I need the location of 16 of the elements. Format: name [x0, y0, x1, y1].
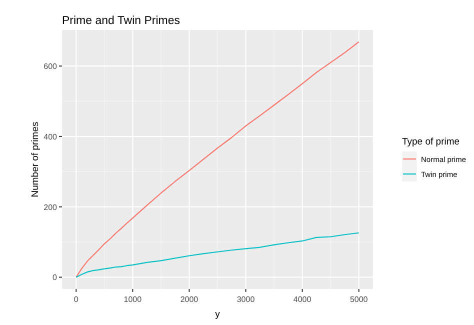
x-tick-label: 4000	[293, 295, 312, 304]
y-tick-label: 400	[44, 132, 58, 142]
y-tick-label: 600	[44, 62, 58, 72]
x-tick-label: 2000	[180, 295, 199, 304]
x-tick-label: 3000	[236, 295, 256, 304]
x-tick-label: 5000	[350, 295, 368, 304]
legend-title: Type of prime	[402, 136, 460, 148]
x-tick-label: 0	[74, 295, 79, 304]
y-tick-label: 0	[52, 273, 58, 282]
y-axis-title: Number of primes	[30, 122, 41, 198]
chart-title: Prime and Twin Primes	[62, 15, 180, 27]
x-axis-title: y	[215, 309, 220, 320]
y-tick-label: 200	[44, 202, 58, 212]
line-series	[76, 41, 360, 278]
x-tick-label: 1000	[124, 295, 142, 304]
line-series	[76, 232, 360, 278]
